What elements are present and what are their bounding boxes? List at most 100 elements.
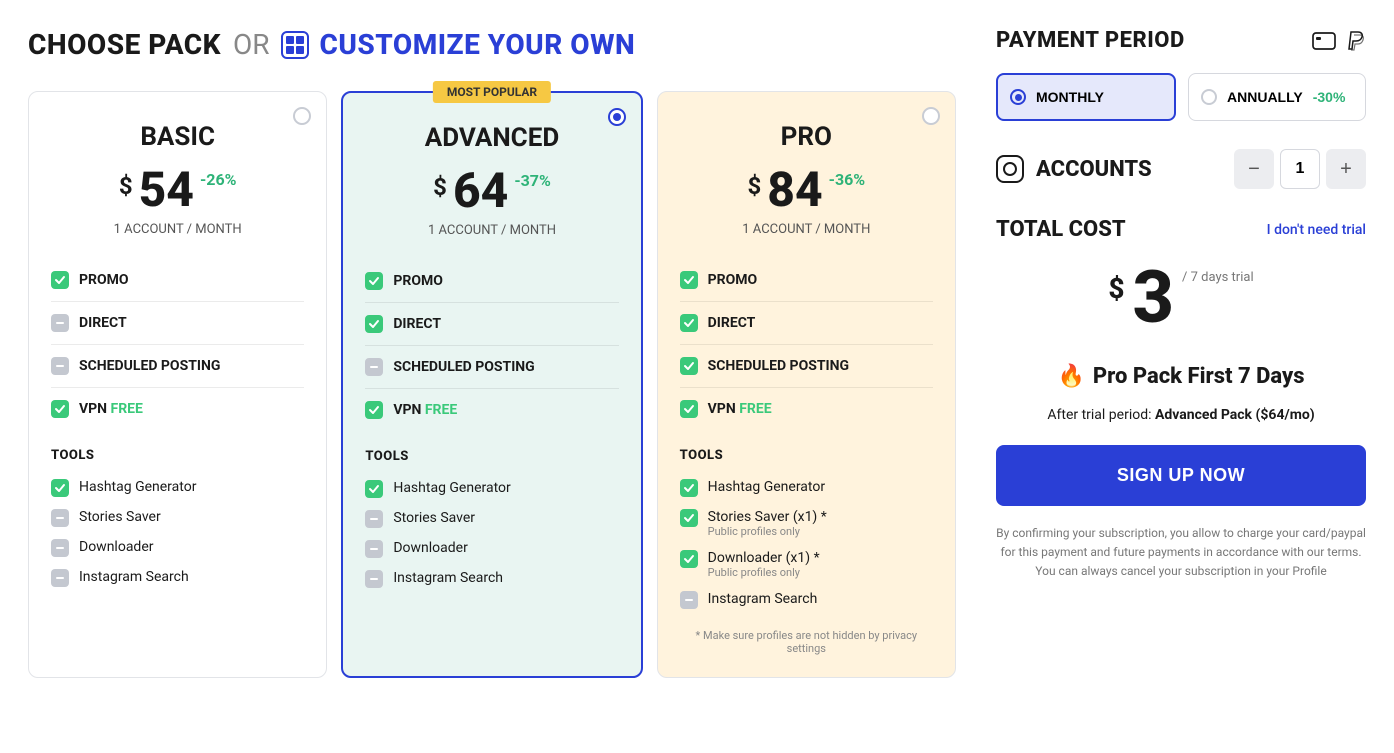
check-icon (51, 400, 69, 418)
trial-price-row: $ 3 / 7 days trial (996, 262, 1366, 334)
pack-pro-discount: -36% (829, 170, 866, 189)
pack-basic-discount: -26% (200, 170, 237, 189)
feature-row: VPN FREE (365, 388, 618, 431)
dash-icon (365, 570, 383, 588)
feature-row: SCHEDULED POSTING (680, 344, 933, 387)
pack-pro-price: 84 (767, 166, 822, 214)
feature-label: PROMO (393, 273, 443, 289)
pack-pro-footnote: * Make sure profiles are not hidden by p… (680, 629, 933, 655)
choose-pack-title: CHOOSE PACK (28, 28, 221, 61)
pack-advanced-name: ADVANCED (365, 123, 618, 153)
pack-advanced-price: 64 (453, 167, 508, 215)
feature-row: DIRECT (51, 301, 304, 344)
tool-label: Instagram Search (708, 591, 818, 607)
accounts-increment-button[interactable]: + (1326, 149, 1366, 189)
feature-label: VPN FREE (708, 401, 772, 417)
tool-label: Hashtag Generator (79, 479, 196, 495)
total-cost-title: TOTAL COST (996, 217, 1126, 242)
accounts-input[interactable] (1280, 149, 1320, 189)
dash-icon (365, 510, 383, 528)
pack-basic-price: 54 (139, 166, 194, 214)
period-annually-discount: -30% (1313, 89, 1346, 105)
tools-header: TOOLS (51, 448, 304, 463)
pack-header: CHOOSE PACK OR CUSTOMIZE YOUR OWN (28, 28, 956, 61)
pack-pro-name: PRO (680, 122, 933, 152)
after-trial-text: After trial period: Advanced Pack ($64/m… (996, 407, 1366, 423)
currency-symbol: $ (119, 172, 133, 200)
period-monthly-button[interactable]: MONTHLY (996, 73, 1176, 121)
feature-label: SCHEDULED POSTING (393, 359, 534, 375)
currency-symbol: $ (748, 172, 762, 200)
tools-header: TOOLS (680, 448, 933, 463)
tools-header: TOOLS (365, 449, 618, 464)
feature-row: PROMO (365, 260, 618, 302)
pack-basic-radio[interactable] (293, 107, 311, 125)
no-trial-link[interactable]: I don't need trial (1267, 222, 1366, 238)
check-icon (51, 479, 69, 497)
tool-label: Downloader (79, 539, 154, 555)
accounts-decrement-button[interactable]: − (1234, 149, 1274, 189)
feature-label: PROMO (708, 272, 758, 288)
pack-basic-price-row: $ 54 -26% (51, 166, 304, 214)
tool-label: Downloader (x1) *Public profiles only (708, 550, 820, 579)
check-icon (680, 479, 698, 497)
customize-own-link[interactable]: CUSTOMIZE YOUR OWN (281, 28, 635, 61)
feature-row: SCHEDULED POSTING (365, 345, 618, 388)
feature-row: DIRECT (680, 301, 933, 344)
sign-up-button[interactable]: SIGN UP NOW (996, 445, 1366, 506)
trial-price: 3 (1133, 262, 1175, 334)
feature-row: PROMO (51, 259, 304, 301)
dash-icon (51, 539, 69, 557)
card-icon (1312, 32, 1336, 50)
check-icon (365, 272, 383, 290)
tool-row: Downloader (x1) *Public profiles only (680, 544, 933, 585)
feature-row: DIRECT (365, 302, 618, 345)
fire-icon: 🔥 (1057, 364, 1084, 389)
payment-period-title: PAYMENT PERIOD (996, 28, 1185, 53)
pack-advanced-price-row: $ 64 -37% (365, 167, 618, 215)
period-monthly-label: MONTHLY (1036, 89, 1104, 105)
tool-label: Instagram Search (79, 569, 189, 585)
instagram-icon (996, 155, 1024, 183)
check-icon (365, 401, 383, 419)
period-annually-button[interactable]: ANNUALLY -30% (1188, 73, 1366, 121)
check-icon (680, 400, 698, 418)
check-icon (365, 315, 383, 333)
pack-advanced-radio[interactable] (608, 108, 626, 126)
pack-pro[interactable]: PRO $ 84 -36% 1 ACCOUNT / MONTH PROMO DIR… (657, 91, 956, 678)
pack-basic-name: BASIC (51, 122, 304, 152)
tool-row: Instagram Search (680, 585, 933, 615)
tool-row: Stories Saver (365, 504, 618, 534)
check-icon (680, 357, 698, 375)
currency-symbol: $ (433, 173, 447, 201)
dash-icon (365, 358, 383, 376)
pack-pro-radio[interactable] (922, 107, 940, 125)
tool-row: Downloader (365, 534, 618, 564)
tool-row: Stories Saver (51, 503, 304, 533)
feature-row: VPN FREE (680, 387, 933, 430)
pack-pro-per: 1 ACCOUNT / MONTH (680, 222, 933, 237)
feature-label: VPN FREE (79, 401, 143, 417)
tool-row: Instagram Search (365, 564, 618, 594)
tool-row: Stories Saver (x1) *Public profiles only (680, 503, 933, 544)
feature-label: SCHEDULED POSTING (708, 358, 849, 374)
trial-per: / 7 days trial (1182, 270, 1254, 285)
customize-own-label: CUSTOMIZE YOUR OWN (319, 28, 635, 61)
pack-advanced[interactable]: MOST POPULAR ADVANCED $ 64 -37% 1 ACCOUN… (341, 91, 642, 678)
tool-row: Hashtag Generator (51, 473, 304, 503)
disclaimer-text: By confirming your subscription, you all… (996, 524, 1366, 582)
feature-label: SCHEDULED POSTING (79, 358, 220, 374)
tool-label: Hashtag Generator (393, 480, 510, 496)
feature-row: VPN FREE (51, 387, 304, 430)
feature-label: PROMO (79, 272, 129, 288)
pack-advanced-per: 1 ACCOUNT / MONTH (365, 223, 618, 238)
check-icon (680, 314, 698, 332)
tool-row: Hashtag Generator (680, 473, 933, 503)
pack-basic[interactable]: BASIC $ 54 -26% 1 ACCOUNT / MONTH PROMO D… (28, 91, 327, 678)
feature-row: PROMO (680, 259, 933, 301)
check-icon (51, 271, 69, 289)
feature-label: DIRECT (393, 316, 441, 332)
pack-basic-per: 1 ACCOUNT / MONTH (51, 222, 304, 237)
most-popular-badge: MOST POPULAR (433, 81, 551, 103)
tool-label: Instagram Search (393, 570, 503, 586)
